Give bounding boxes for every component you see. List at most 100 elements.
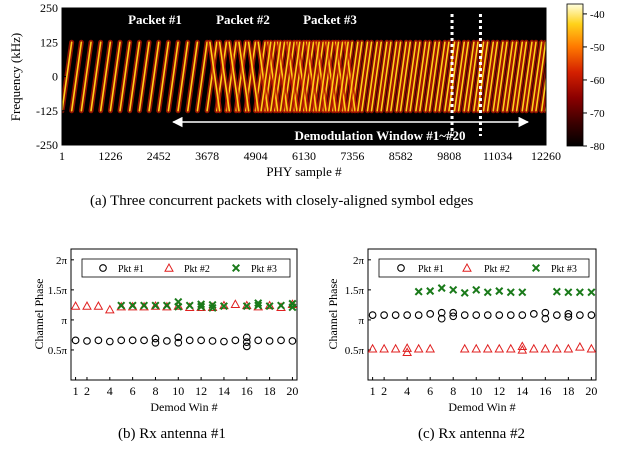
plot-b-point-s3-6 — [174, 297, 183, 306]
plot-b-point-s1-9 — [163, 337, 171, 345]
packet-3-chirp-23 — [482, 41, 495, 112]
spec-xtick-label-6: 7356 — [340, 149, 364, 163]
plot-b-point-s1-17 — [242, 342, 251, 351]
plot-b-point-s1-7 — [151, 338, 160, 347]
plot-c-legend-marker-2 — [462, 262, 472, 272]
plot-c-point-s3-10 — [552, 287, 561, 296]
plot-c-point-s2-1 — [379, 343, 389, 353]
packet-2-chirp-0 — [209, 41, 221, 112]
packet-1-chirp-40 — [448, 41, 460, 112]
plot-b-ytick-label-3: 2π — [56, 255, 68, 267]
plot-b-xtick-label-4: 8 — [152, 384, 158, 398]
plot-c-points — [367, 284, 597, 357]
plot-c-point-s2-18 — [575, 341, 585, 351]
spec-ytick-label-2: 0 — [52, 70, 58, 84]
plot-c-ytick-label-0: 0.5π — [345, 345, 365, 357]
plot-b-xtick-label-0: 1 — [73, 384, 79, 398]
plot-c-legend-marker-3 — [531, 263, 541, 273]
packet-1-chirp-2 — [80, 41, 92, 112]
plot-c-point-s1-17 — [541, 314, 550, 323]
spec-ytick-label-4: -250 — [36, 138, 58, 152]
plot-c-point-s1-9 — [449, 308, 458, 317]
plot-b-legend-marker-2 — [164, 262, 174, 272]
packet-1-chirp-50 — [544, 102, 546, 112]
plot-b-legend-markers — [99, 262, 241, 273]
plot-b-point-s2-3 — [104, 304, 115, 314]
packet-3-chirp-25 — [502, 41, 514, 112]
spec-xtick-label-9: 11034 — [483, 149, 513, 163]
colorbar-tick-label-4: -80 — [590, 141, 605, 153]
plot-b-point-s1-14 — [208, 337, 217, 345]
plot-b-point-s3-3 — [151, 301, 160, 310]
plot-c-xtick-label-9: 18 — [562, 384, 574, 398]
plot-c-legend-markers — [397, 262, 541, 273]
plot-b-point-s3-8 — [197, 302, 206, 311]
plot-c-point-s2-17 — [563, 343, 574, 353]
plot-c-point-s1-10 — [460, 311, 469, 319]
packet-3-chirp-6 — [318, 41, 330, 112]
plot-b-point-s3-11 — [208, 300, 217, 309]
plot-c-point-s1-1 — [380, 311, 388, 319]
packet-1-chirp-1 — [70, 41, 83, 112]
plot-c-point-s1-11 — [472, 311, 481, 319]
plot-b-point-s3-2 — [140, 301, 149, 310]
packet-3-chirp-27 — [521, 41, 533, 112]
spec-xtick-label-3: 3678 — [195, 149, 219, 163]
plot-b-xtick-label-10: 20 — [286, 384, 298, 398]
plot-c-point-s1-16 — [529, 310, 538, 318]
plot-b-ytick-label-1: π — [61, 315, 67, 327]
legend-b-pkt3: Pkt #3 — [251, 264, 277, 275]
plot-c-point-s1-5 — [426, 310, 435, 318]
packet-3-chirp-19 — [444, 41, 456, 112]
colorbar-tick-label-3: -70 — [590, 108, 605, 120]
packet-3-chirp-14 — [395, 41, 407, 112]
plot-c-point-s3-12 — [575, 288, 584, 297]
plot-b-legend-box — [81, 258, 291, 278]
packet-3-chirp-20 — [453, 41, 466, 112]
packet-1-chirp-glow-50 — [543, 90, 546, 114]
plot-c-xtick-label-3: 6 — [427, 384, 433, 398]
chirp-traces — [62, 39, 546, 114]
packet-3-chirp-17 — [424, 41, 437, 112]
plot-c-point-s2-8 — [471, 343, 482, 353]
packet-3-chirp-4 — [298, 41, 311, 112]
packet-1-chirp-38 — [428, 41, 441, 112]
plot-c-point-s1-0 — [368, 311, 377, 319]
plot-c-point-s1-15 — [518, 311, 527, 319]
colorbar-gradient — [566, 3, 584, 147]
colorbar-tick-label-0: -40 — [590, 9, 605, 21]
packet-1-chirp-46 — [506, 41, 518, 112]
packet-1-chirp-14 — [196, 41, 208, 112]
caption-c: (c) Rx antenna #2 — [418, 426, 526, 442]
plot-b-point-s1-0 — [71, 336, 80, 345]
plot-c-xtick-label-10: 20 — [585, 384, 597, 398]
packet-3-chirp-5 — [308, 41, 320, 112]
packet-1-chirp-37 — [419, 41, 431, 112]
plot-b-point-s2-1 — [82, 301, 92, 310]
plot-c-point-s1-13 — [495, 311, 504, 319]
packet-1-chirp-45 — [496, 41, 508, 112]
plot-b-point-s1-21 — [265, 337, 274, 345]
plot-b-point-s1-12 — [185, 336, 194, 345]
plot-c-point-s3-11 — [564, 288, 573, 297]
plot-b-point-s3-16 — [265, 302, 274, 311]
spectrogram-axes: 1 1226 2452 3678 4904 6130 7356 8582 9808 11034 12… — [36, 1, 561, 163]
legend-c-pkt1: Pkt #1 — [418, 264, 444, 275]
packet-1-chirp-49 — [535, 41, 546, 112]
packet-1-chirp-32 — [370, 41, 383, 112]
plot-c-point-s1-4 — [414, 311, 423, 319]
packet-2-chirp-1 — [218, 41, 231, 112]
plot-b-point-s1-8 — [151, 334, 160, 343]
colorbar: -40 -50 -60 -70 -80 — [566, 3, 605, 153]
packet-3-chirp-1 — [269, 41, 282, 112]
plot-b-point-s1-16 — [231, 336, 240, 345]
plot-b-point-s1-5 — [128, 336, 137, 345]
plot-b-point-s1-2 — [94, 336, 103, 345]
plot-c-frame — [367, 248, 597, 381]
plot-b-point-s3-15 — [254, 299, 263, 308]
plot-b-xtick-label-6: 12 — [195, 384, 207, 398]
plot-b-point-s1-18 — [242, 338, 251, 346]
plot-b-point-s3-12 — [219, 302, 228, 311]
marker-lines — [450, 14, 482, 136]
plot-b-legend-marker-1 — [99, 264, 107, 272]
